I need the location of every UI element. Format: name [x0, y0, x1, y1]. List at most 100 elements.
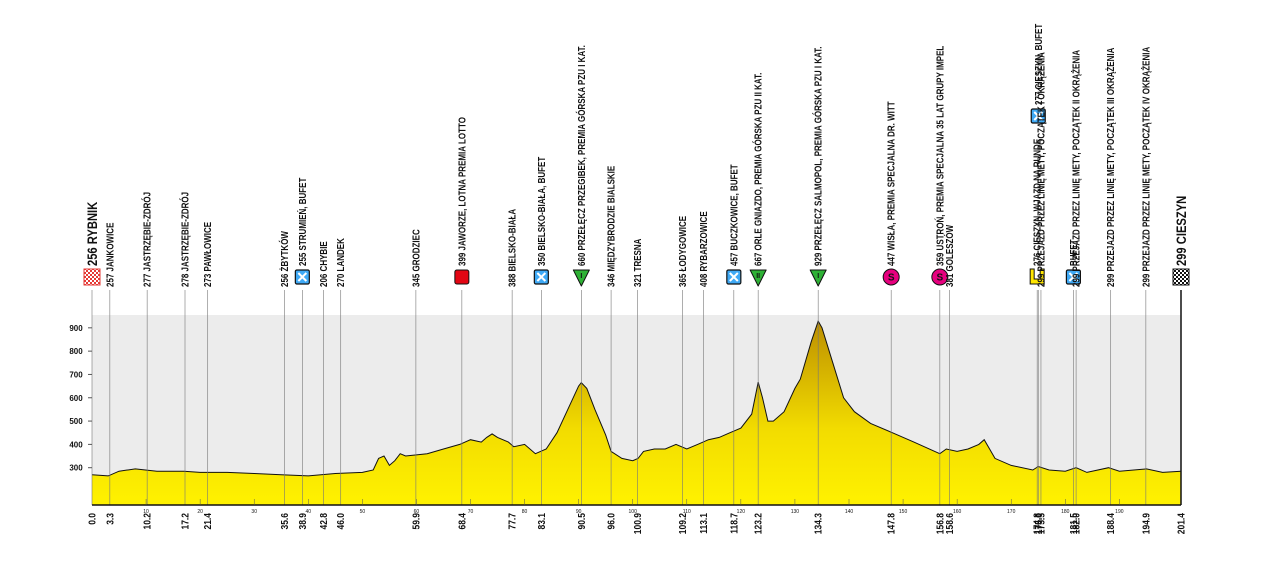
y-tick-label: 400: [69, 440, 83, 449]
waypoint-km: 96.0: [606, 513, 617, 530]
x-tick-label: 40: [306, 509, 312, 515]
profile-line: [91, 319, 1182, 477]
waypoint-label: 447 WISŁA, PREMIA SPECJALNA DR. WITT: [886, 101, 897, 266]
waypoint-icon: [533, 269, 549, 285]
waypoint-label: 270 LANDEK: [335, 238, 346, 287]
waypoint-icon: I: [809, 269, 827, 287]
x-tick-label: 70: [468, 509, 474, 515]
waypoint-km: 158.6: [944, 513, 955, 534]
x-tick-label: 80: [522, 509, 528, 515]
finish-icon: [1172, 268, 1190, 286]
x-tick-label: 160: [953, 509, 962, 515]
waypoint-km: 3.3: [105, 513, 116, 525]
waypoint-km: 10.2: [142, 513, 153, 530]
x-tick-label: 190: [1115, 509, 1124, 515]
waypoint-label: 299 PRZEJAZD PRZEZ LINIĘ METY, POCZĄTEK …: [1071, 49, 1082, 287]
waypoint-km: 175.5: [1036, 513, 1047, 534]
waypoint-label: BUFET: [1068, 239, 1079, 266]
waypoint-label: 359 USTROŃ, PREMIA SPECJALNA 35 LAT GRUP…: [935, 45, 946, 266]
waypoint-icon: II: [749, 269, 767, 287]
y-tick-label: 500: [69, 417, 83, 426]
y-tick-label: 600: [69, 394, 83, 403]
x-tick-label: 120: [737, 509, 746, 515]
special-icon: [931, 268, 949, 286]
y-tick-label: 700: [69, 370, 83, 379]
x-tick-label: 50: [360, 509, 366, 515]
waypoint-icon: S: [931, 268, 949, 286]
x-tick-label: 10: [143, 509, 149, 515]
waypoint-label: 277 JASTRZĘBIE-ZDRÓJ: [141, 192, 153, 287]
waypoint-km: 182.0: [1071, 513, 1082, 534]
feed-cross: [297, 272, 308, 282]
x-tick-label: 110: [683, 509, 691, 515]
waypoint-km: 134.3: [813, 513, 824, 534]
waypoint-km: 17.2: [180, 513, 191, 530]
waypoint-km: 194.9: [1141, 513, 1152, 534]
waypoint-km: 100.9: [632, 513, 643, 534]
waypoint-km: 0.0: [87, 513, 98, 525]
waypoint-label: 408 RYBARZOWICE: [698, 211, 709, 287]
waypoint-label: 321 TRESNA: [632, 238, 643, 287]
waypoint-icon: [83, 268, 101, 286]
waypoint-icon: [454, 269, 470, 285]
kom-icon: [572, 269, 590, 287]
waypoint-label: 276 CIESZYN, WJAZD NA RUNDĘ: [1032, 139, 1043, 266]
waypoint-icon: [1065, 269, 1081, 285]
feed-cross: [536, 272, 547, 282]
waypoint-km: 181.5: [1068, 513, 1079, 534]
waypoint-label: 399 JAWORZE, LOTNA PREMIA LOTTO: [457, 117, 468, 266]
kom-label: I: [580, 273, 582, 280]
sprint-icon: [454, 269, 470, 285]
waypoint-icon: I: [572, 269, 590, 287]
waypoint-km: 174.8: [1032, 513, 1043, 534]
lap-icon: [1029, 268, 1045, 285]
special-icon: [882, 268, 900, 286]
waypoint-km: 83.1: [536, 513, 547, 530]
x-tick-label: 30: [251, 509, 257, 515]
special-label: S: [937, 273, 944, 284]
waypoint-km: 175.0: [1033, 513, 1044, 534]
waypoint-label: 299 CIESZYN: [1174, 196, 1189, 266]
waypoint-km: 42.8: [318, 513, 329, 530]
waypoint-km: 147.8: [886, 513, 897, 534]
waypoint-icon: [1030, 108, 1046, 124]
y-tick-label: 300: [69, 464, 83, 473]
x-tick-label: 180: [1061, 509, 1070, 515]
waypoint-km: 113.1: [698, 513, 709, 534]
waypoint-km: 188.4: [1106, 512, 1117, 534]
x-tick-label: 170: [1007, 509, 1016, 515]
waypoint-icon: [1172, 268, 1190, 286]
feed-cross: [729, 272, 739, 282]
x-tick-label: 140: [845, 509, 854, 515]
waypoint-label: 388 BIELSKO-BIAŁA: [507, 208, 518, 287]
waypoint-km: 123.2: [753, 513, 764, 534]
waypoint-label: 255 STRUMIEŃ, BUFET: [297, 177, 308, 266]
waypoint-label: 277 CIESZYN, BUFET: [1033, 23, 1044, 105]
waypoint-km: 118.7: [729, 513, 740, 534]
waypoint-label: 299 PRZEJAZD PRZEZ LINIĘ METY, POCZĄTEK …: [1105, 47, 1116, 287]
waypoint-label: 346 MIĘDZYBRODZIE BIALSKIE: [606, 166, 617, 287]
waypoint-label: 273 PAWŁOWICE: [202, 222, 213, 287]
feed-cross: [1068, 272, 1079, 282]
waypoint-label: 256 RYBNIK: [85, 201, 100, 266]
waypoint-icon: S: [882, 268, 900, 286]
waypoint-label: 299 PRZEJAZD PRZEZ LINIĘ METY, POCZĄTEK …: [1141, 46, 1152, 287]
waypoint-label: 365 ŁODYGOWICE: [677, 216, 688, 287]
waypoint-label: 256 ŻBYTKÓW: [278, 231, 290, 287]
x-tick-label: 150: [899, 509, 908, 515]
waypoint-km: 21.4: [203, 512, 214, 529]
special-label: S: [888, 273, 895, 284]
x-tick-label: 90: [576, 509, 582, 515]
waypoint-km: 68.4: [457, 512, 468, 529]
waypoint-km: 156.8: [935, 513, 946, 534]
waypoint-label: 457 BUCZKOWICE, BUFET: [728, 164, 739, 266]
y-tick-label: 900: [69, 324, 83, 333]
waypoint-km: 201.4: [1176, 512, 1187, 534]
y-tick-label: 800: [69, 347, 83, 356]
waypoint-km: 90.5: [576, 513, 587, 530]
waypoint-label: 345 GRODZIEC: [411, 229, 422, 287]
waypoint-icon: [726, 269, 742, 285]
x-tick-label: 100: [629, 509, 638, 515]
waypoint-icon: [1029, 268, 1045, 285]
